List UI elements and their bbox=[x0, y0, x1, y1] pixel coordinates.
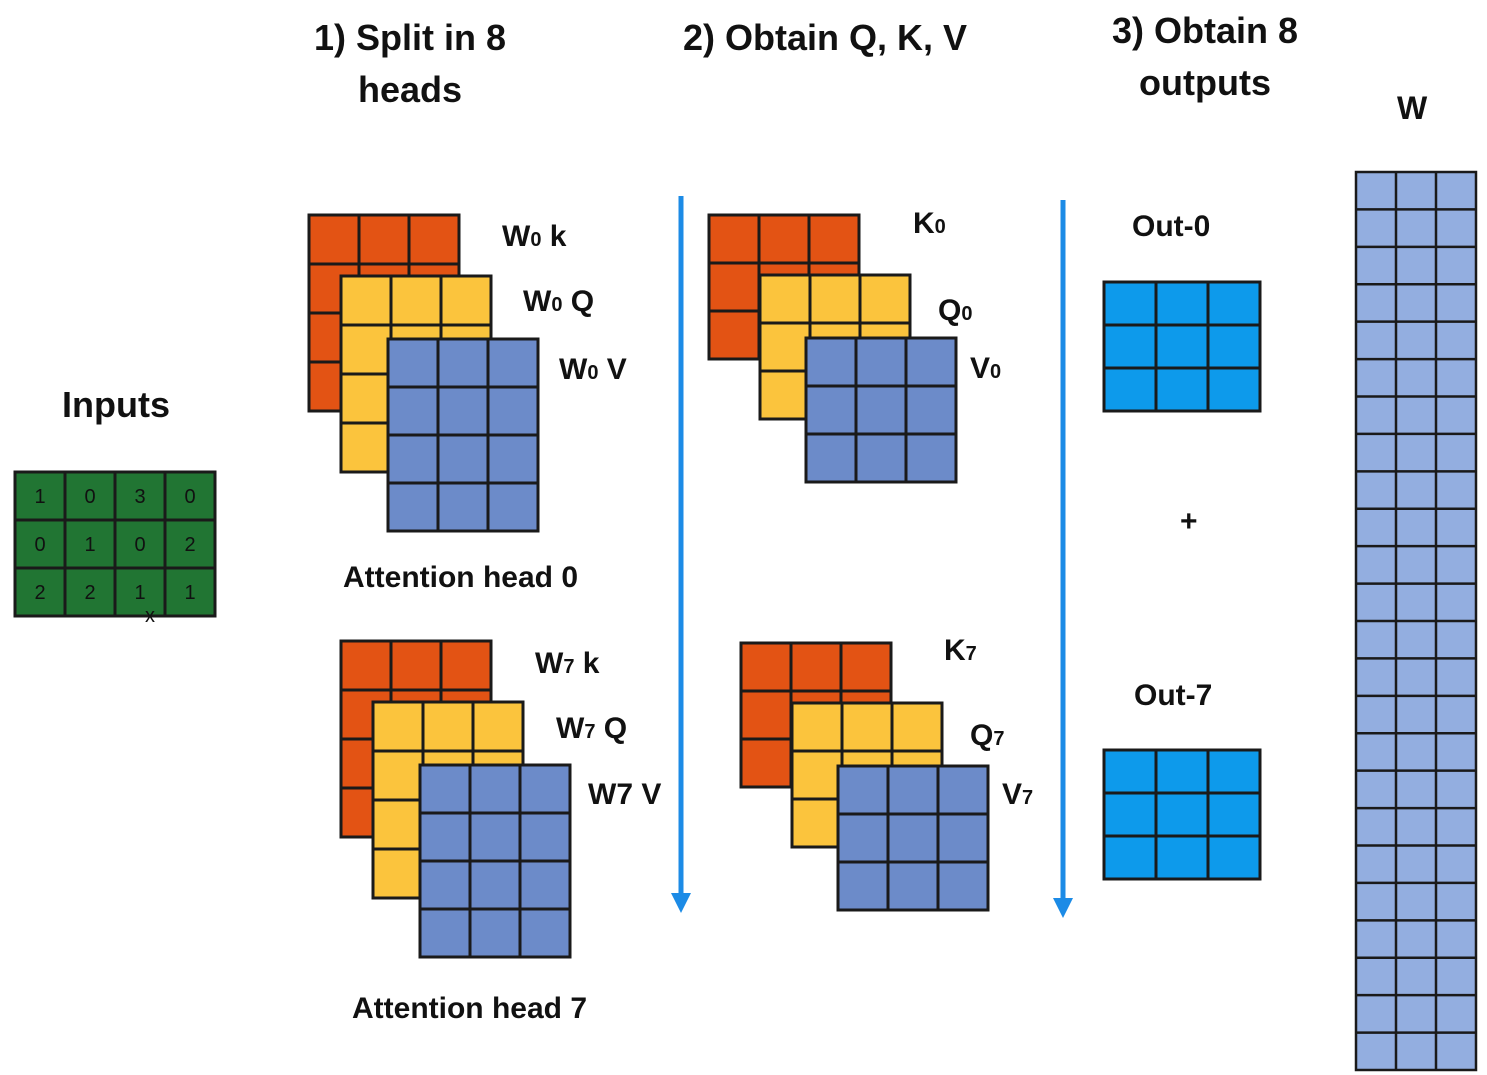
attention-head-0-caption: Attention head 0 bbox=[343, 561, 579, 594]
out-0-matrix bbox=[1102, 280, 1262, 413]
w7k-label: W7 k bbox=[535, 647, 600, 680]
head0-qkv-v-matrix bbox=[804, 336, 958, 484]
plus-sign: + bbox=[1180, 505, 1198, 538]
w0v-label: W0 V bbox=[559, 353, 627, 386]
out-7-label: Out-7 bbox=[1134, 679, 1213, 712]
k7-label: K7 bbox=[944, 634, 977, 667]
inputs-cell-value: 3 bbox=[134, 486, 145, 508]
inputs-cell-value: 1 bbox=[34, 486, 45, 508]
inputs-cell-value: 1 bbox=[184, 582, 195, 604]
out-7-matrix bbox=[1102, 748, 1262, 881]
inputs-cell-value: 1 bbox=[134, 582, 145, 604]
inputs-cell-value: 0 bbox=[184, 486, 195, 508]
step3-heading: 3) Obtain 8 outputs bbox=[1111, 10, 1299, 103]
q7-label: Q7 bbox=[970, 719, 1005, 752]
arrow-step3-head bbox=[1053, 898, 1073, 918]
arrow-step2-head bbox=[671, 893, 691, 913]
w7v-label: W7 V bbox=[588, 778, 662, 811]
inputs-cell-value: 0 bbox=[134, 534, 145, 556]
w-matrix-label: W bbox=[1397, 90, 1428, 126]
inputs-cell-value: 1 bbox=[84, 534, 95, 556]
out-0-label: Out-0 bbox=[1132, 210, 1211, 243]
w7q-label: W7 Q bbox=[556, 712, 628, 745]
w0q-label: W0 Q bbox=[523, 285, 595, 318]
inputs-label: Inputs bbox=[62, 384, 170, 425]
attention-head-7-caption: Attention head 7 bbox=[352, 992, 588, 1025]
v0-label: V0 bbox=[970, 352, 1002, 385]
inputs-x-mark: x bbox=[145, 605, 155, 627]
inputs-cell-value: 0 bbox=[34, 534, 45, 556]
w0k-label: W0 k bbox=[502, 220, 567, 253]
inputs-cell-value: 2 bbox=[184, 534, 195, 556]
v7-label: V7 bbox=[1002, 778, 1034, 811]
step1-heading: 1) Split in 8 heads bbox=[313, 17, 507, 110]
q0-label: Q0 bbox=[938, 294, 973, 327]
inputs-cell-value: 2 bbox=[34, 582, 45, 604]
k0-label: K0 bbox=[913, 207, 946, 240]
step2-heading: 2) Obtain Q, K, V bbox=[682, 17, 968, 58]
head7-qkv-v-matrix bbox=[836, 764, 990, 912]
inputs-cell-value: 2 bbox=[84, 582, 95, 604]
inputs-cell-value: 0 bbox=[84, 486, 95, 508]
